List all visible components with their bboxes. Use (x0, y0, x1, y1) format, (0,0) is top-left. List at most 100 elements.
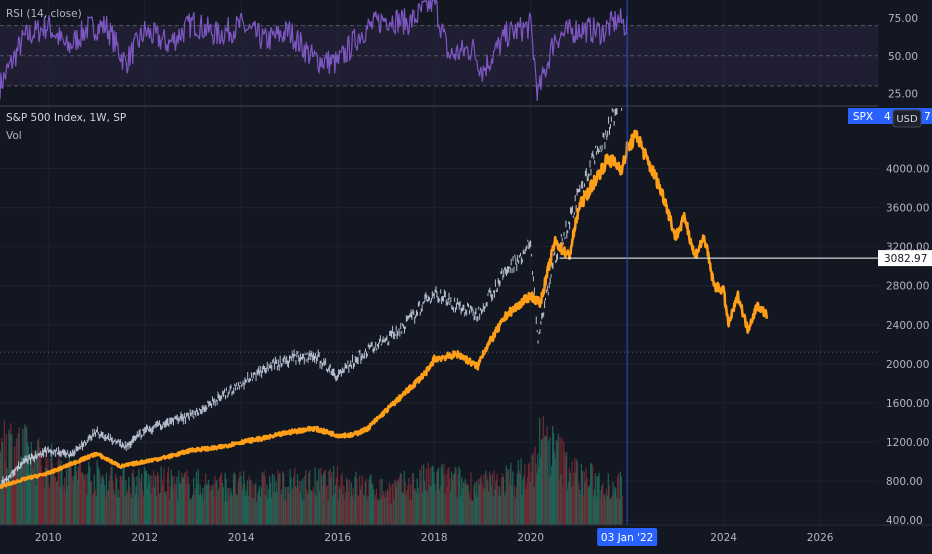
volume-bar (148, 482, 150, 525)
volume-bar (189, 500, 191, 525)
volume-bar (586, 477, 588, 525)
volume-bar (363, 496, 365, 525)
volume-bar (614, 486, 616, 525)
volume-bar (188, 483, 190, 525)
volume-bar (379, 479, 381, 525)
volume-bar (112, 481, 114, 525)
volume-bar (566, 489, 569, 525)
volume-bar (361, 475, 364, 525)
price-tick-label: 2400.00 (886, 320, 929, 332)
volume-bar (419, 469, 421, 525)
volume-bar (513, 485, 516, 525)
currency-button[interactable] (892, 109, 922, 128)
volume-bar (166, 471, 169, 525)
volume-bar (559, 436, 561, 525)
volume-bar (373, 499, 376, 525)
volume-bar (618, 499, 621, 525)
volume-bar (443, 463, 445, 525)
volume-bar (366, 499, 368, 525)
volume-bar (576, 459, 578, 525)
volume-bar (96, 460, 98, 525)
volume-bar (27, 446, 30, 525)
volume-bar (134, 494, 136, 525)
volume-bar (3, 420, 6, 525)
volume-bar (511, 485, 513, 525)
volume-bar (179, 482, 182, 525)
volume-bar (484, 489, 486, 525)
volume-bar (412, 473, 415, 525)
volume-bar (386, 489, 389, 525)
chart-title[interactable]: S&P 500 Index, 1W, SP (6, 112, 127, 124)
volume-bar (383, 491, 385, 525)
volume-bar (320, 467, 322, 525)
volume-bar (406, 490, 408, 525)
volume-bar (560, 474, 562, 525)
volume-bar (25, 427, 27, 525)
volume-bar (99, 473, 101, 525)
rsi-band (0, 25, 878, 86)
volume-bar (49, 487, 51, 525)
last-price-tail: 7 (924, 111, 931, 123)
volume-bar (233, 472, 236, 525)
crosshair-date-label: 03 Jan '22 (601, 532, 653, 544)
volume-bar (572, 485, 574, 525)
volume-bar (481, 483, 483, 525)
volume-bar (313, 493, 315, 525)
volume-bar (579, 494, 582, 525)
volume-bar (101, 477, 103, 525)
volume-bar (536, 472, 538, 525)
volume-bar (48, 484, 50, 525)
volume-bar (179, 483, 181, 525)
volume-bar (392, 483, 394, 525)
volume-bar (40, 466, 43, 525)
volume-bar (196, 483, 198, 525)
volume-bar (38, 447, 41, 525)
volume-bar (465, 485, 468, 525)
volume-bar (446, 487, 448, 525)
volume-bar (12, 473, 15, 525)
volume-bar (491, 473, 493, 525)
volume-bar (263, 470, 265, 525)
volume-bar (568, 467, 570, 525)
volume-bar (609, 498, 611, 525)
volume-bar (422, 492, 424, 525)
volume-bar (613, 493, 615, 525)
volume-bar (526, 476, 529, 525)
volume-bar (253, 497, 255, 525)
volume-bar (57, 460, 59, 525)
volume-bar (199, 484, 201, 525)
volume-bar (397, 479, 399, 525)
volume-bar (94, 489, 96, 525)
volume-bar (307, 493, 309, 525)
volume-bar (470, 472, 472, 525)
volume-bar (324, 469, 327, 525)
volume-bar (310, 490, 313, 525)
projection-line[interactable] (0, 129, 769, 490)
volume-bar (159, 492, 161, 525)
volume-bar (585, 467, 587, 525)
volume-bar (213, 497, 215, 525)
volume-bar (271, 473, 274, 525)
volume-bar (505, 465, 507, 525)
volume-bar (401, 492, 404, 525)
volume-bar (258, 485, 261, 525)
rsi-indicator-label[interactable]: RSI (14, close) (6, 8, 82, 20)
volume-bar (347, 492, 350, 525)
volume-bar (611, 496, 613, 525)
volume-bar (500, 496, 502, 525)
volume-bar (577, 462, 579, 525)
volume-bar (93, 474, 96, 525)
volume-bar (41, 472, 44, 525)
volume-bar (158, 494, 160, 525)
volume-bar (225, 478, 227, 525)
volume-bar (231, 495, 234, 525)
volume-bar (168, 499, 171, 525)
volume-bar (23, 457, 25, 525)
time-axis[interactable] (0, 525, 932, 550)
volume-bar (621, 495, 623, 525)
volume-bar (583, 471, 585, 525)
symbol-badge[interactable] (848, 108, 878, 124)
volume-label[interactable]: Vol (6, 130, 22, 142)
volume-bar (498, 494, 500, 525)
